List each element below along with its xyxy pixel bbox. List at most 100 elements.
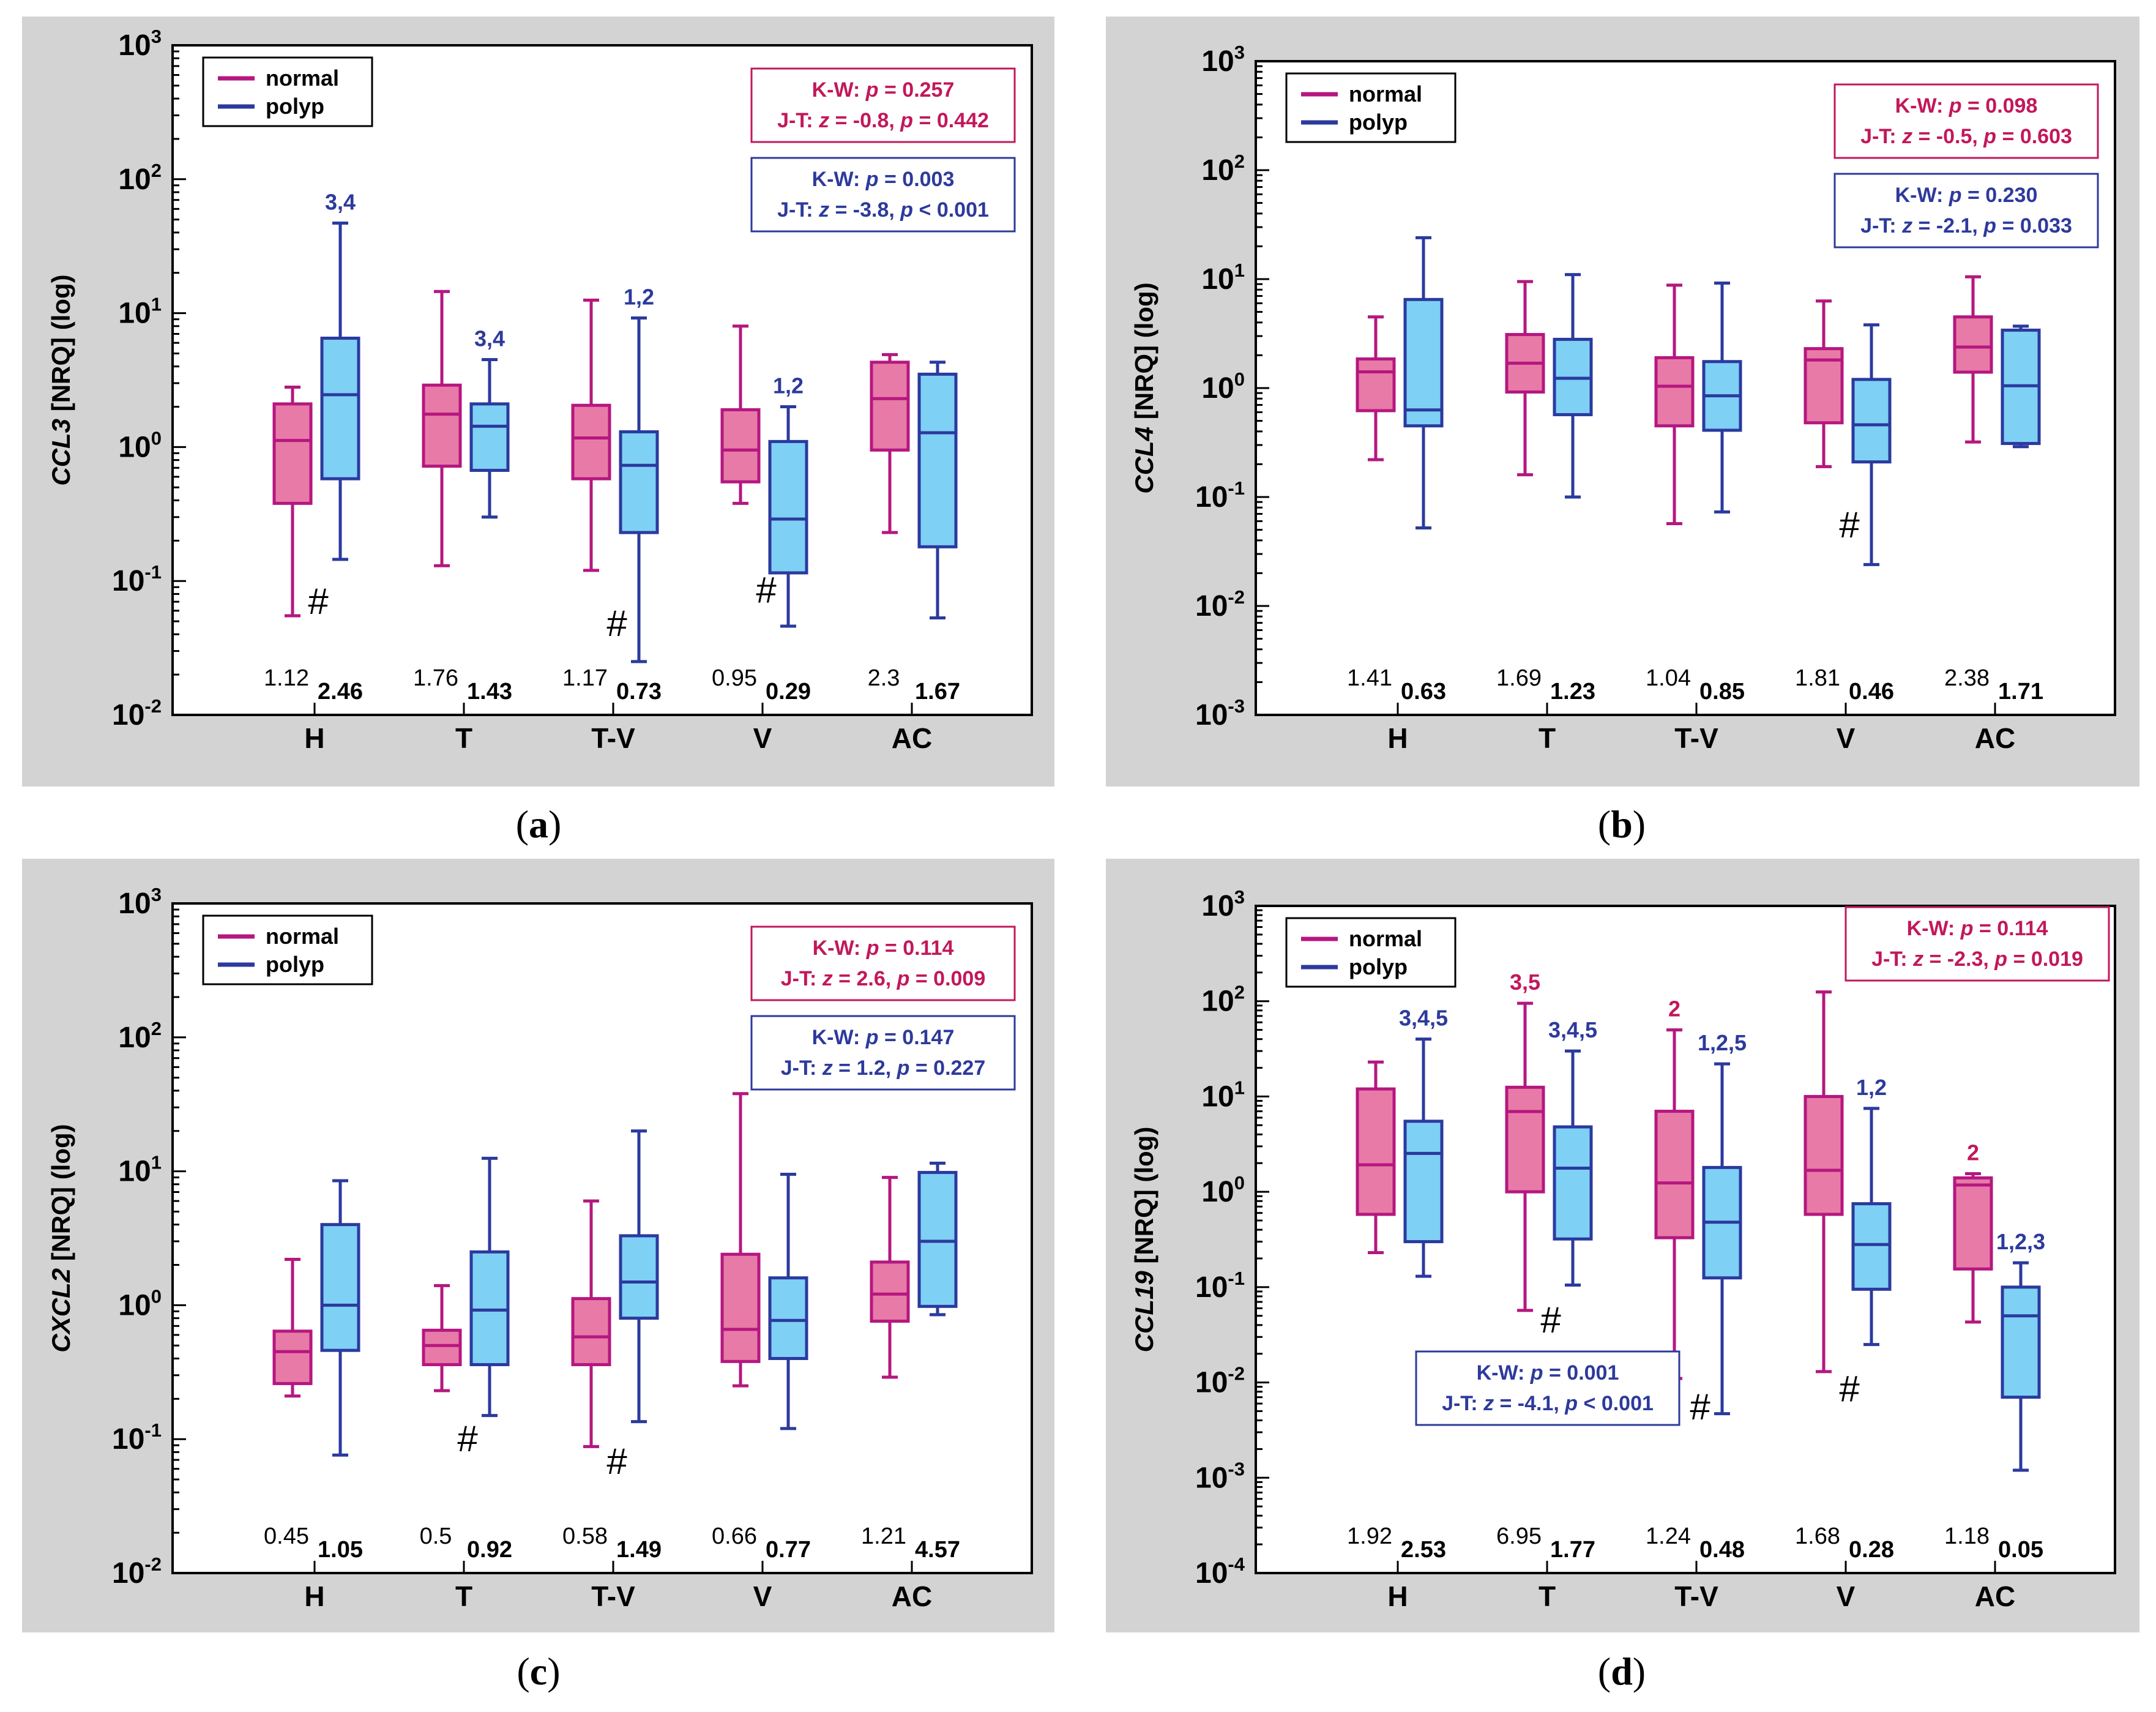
text-span: z: [818, 109, 829, 132]
text-span: p: [1949, 94, 1962, 118]
text-span: = 0.003: [879, 168, 955, 191]
text-span: = 0.114: [1973, 917, 2048, 940]
normal-box-V: [720, 1092, 761, 1388]
median-value-polyp: 0.48: [1699, 1537, 1745, 1563]
normal-box-H: [272, 1257, 313, 1398]
normal-box-T: [1505, 280, 1545, 477]
stat-box-normal: [750, 67, 1016, 143]
x-tick-label: T-V: [1674, 1580, 1718, 1612]
text-span: = -2.3,: [1923, 948, 1994, 971]
legend-label-polyp: polyp: [266, 952, 324, 977]
text-span: K-W:: [1477, 1361, 1531, 1385]
stat-kw-normal: K-W: p = 0.114: [1907, 917, 2048, 940]
y-tick-label: 101: [1201, 260, 1245, 296]
y-tick-label: 100: [1201, 1172, 1245, 1208]
text-span: = 0.603: [1996, 125, 2072, 148]
panel-label: (a): [516, 802, 562, 846]
median-value-normal: 0.58: [562, 1523, 608, 1549]
y-tick-base: 10: [118, 1156, 151, 1188]
y-tick-exponent: 0: [151, 427, 162, 449]
paren: ): [1633, 802, 1646, 846]
median-value-normal: 1.12: [264, 665, 309, 691]
y-tick-exponent: 0: [151, 1285, 162, 1307]
stat-jt-polyp: J-T: z = -2.1, p = 0.033: [1860, 214, 2072, 237]
y-tick-base: 10: [1195, 1462, 1228, 1494]
y-tick-base: 10: [118, 1022, 151, 1054]
text-span: = 0.442: [913, 109, 989, 132]
text-span: z: [1901, 214, 1912, 237]
box-iqr: [571, 1297, 611, 1366]
text-span: CXCL2: [47, 1268, 75, 1353]
text-span: = 0.230: [1962, 184, 2038, 207]
y-tick-label: 101: [1201, 1077, 1245, 1113]
y-tick-base: 10: [112, 1423, 144, 1456]
paren: ): [1633, 1650, 1646, 1693]
y-tick-base: 10: [1201, 1080, 1234, 1113]
y-tick-exponent: -3: [1228, 695, 1245, 717]
hash-mark: #: [606, 603, 627, 644]
significance-label: 3,4,5: [1548, 1017, 1597, 1042]
box-iqr: [320, 1223, 360, 1352]
significance-label: 3,4: [325, 190, 356, 215]
hash-mark: #: [1540, 1299, 1561, 1340]
stat-jt-normal: J-T: z = -2.3, p = 0.019: [1871, 948, 2083, 971]
y-tick-exponent: 1: [151, 294, 162, 315]
stat-jt-polyp: J-T: z = -4.1, p < 0.001: [1442, 1392, 1654, 1415]
polyp-box-H: [1403, 1037, 1444, 1278]
stat-kw-normal: K-W: p = 0.114: [813, 936, 954, 960]
box-iqr: [1953, 1176, 1993, 1271]
text-span: K-W:: [812, 1026, 866, 1049]
y-tick-exponent: -2: [144, 1553, 162, 1575]
y-tick-label: 101: [118, 1152, 162, 1188]
hash-mark: #: [756, 570, 777, 611]
y-tick-exponent: 2: [151, 160, 162, 181]
polyp-box-AC: [2001, 1261, 2041, 1472]
y-tick-exponent: -1: [144, 1419, 162, 1441]
x-tick-label: T: [1539, 722, 1556, 754]
normal-box-AC: [1953, 275, 1993, 444]
y-tick-base: 10: [1201, 890, 1234, 922]
median-value-normal: 0.5: [420, 1523, 452, 1549]
polyp-box-T-V: [1702, 1062, 1742, 1416]
paren: (: [1598, 1650, 1611, 1693]
significance-label: 1,2,3: [1996, 1229, 2045, 1254]
median-value-polyp: 4.57: [915, 1537, 960, 1563]
median-value-normal: 1.24: [1646, 1523, 1691, 1549]
text-span: = 0.098: [1962, 94, 2038, 118]
y-tick-label: 102: [1201, 151, 1245, 187]
median-value-normal: 1.17: [562, 665, 608, 691]
x-tick-label: V: [1837, 1580, 1856, 1612]
legend-label-polyp: polyp: [1349, 954, 1408, 979]
legend-label-normal: normal: [1349, 81, 1422, 107]
stat-kw-polyp: K-W: p = 0.230: [1895, 184, 2038, 207]
text-span: z: [822, 967, 833, 990]
box-iqr: [1851, 1202, 1892, 1291]
y-tick-label: 103: [118, 26, 162, 62]
legend-label-normal: normal: [1349, 926, 1422, 951]
polyp-box-T-V: [619, 1129, 659, 1424]
normal-box-H: [1356, 315, 1396, 462]
legend-label-polyp: polyp: [1349, 110, 1408, 135]
box-iqr: [917, 1171, 958, 1308]
median-value-polyp: 1.43: [467, 679, 512, 705]
text-span: p: [1949, 184, 1962, 207]
polyp-box-AC: [917, 1161, 958, 1317]
median-value-polyp: 1.23: [1550, 679, 1595, 705]
text-span: = 0.019: [2007, 948, 2083, 971]
text-span: p: [1530, 1361, 1543, 1385]
median-value-polyp: 2.46: [318, 679, 363, 705]
stat-box-polyp: [750, 157, 1016, 233]
text-span: K-W:: [812, 168, 866, 191]
y-tick-label: 10-2: [1195, 586, 1245, 622]
text-span: z: [1483, 1392, 1494, 1415]
y-tick-label: 100: [118, 427, 162, 463]
y-tick-exponent: -2: [1228, 586, 1245, 608]
paren: (: [517, 1650, 529, 1693]
text-span: = 0.033: [1996, 214, 2072, 237]
y-tick-label: 10-3: [1195, 695, 1245, 731]
stat-box-polyp: [1833, 173, 2099, 249]
y-tick-exponent: -1: [144, 561, 162, 583]
polyp-box-AC: [917, 361, 958, 620]
polyp-box-H: [320, 1179, 360, 1457]
normal-box-T-V: [571, 298, 611, 572]
